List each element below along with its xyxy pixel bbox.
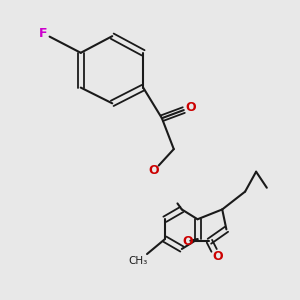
Text: O: O [185, 101, 196, 114]
Text: O: O [182, 235, 193, 248]
Text: F: F [39, 27, 47, 40]
Text: O: O [148, 164, 159, 177]
Text: CH₃: CH₃ [128, 256, 148, 266]
Text: O: O [212, 250, 223, 263]
